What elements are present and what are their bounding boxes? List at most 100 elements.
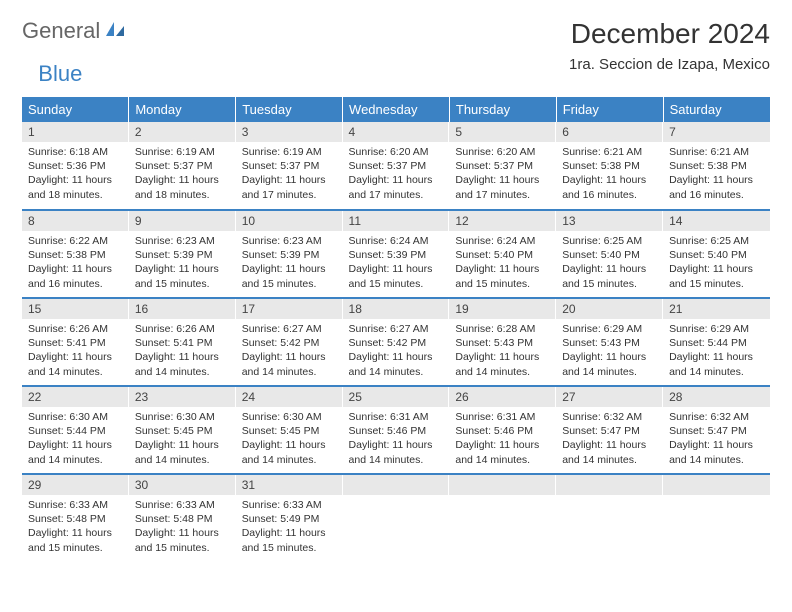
sunrise-text: Sunrise: 6:32 AM <box>562 410 657 424</box>
day-number: 18 <box>343 299 450 319</box>
day-number: 28 <box>663 387 770 407</box>
day-body: Sunrise: 6:32 AMSunset: 5:47 PMDaylight:… <box>663 407 770 473</box>
day-body: Sunrise: 6:30 AMSunset: 5:44 PMDaylight:… <box>22 407 129 473</box>
day-number: 7 <box>663 122 770 142</box>
daylight-text: Daylight: 11 hours and 15 minutes. <box>455 262 550 290</box>
daylight-text: Daylight: 11 hours and 14 minutes. <box>562 350 657 378</box>
sunrise-text: Sunrise: 6:20 AM <box>455 145 550 159</box>
daylight-text: Daylight: 11 hours and 15 minutes. <box>349 262 444 290</box>
day-number: 20 <box>556 299 663 319</box>
sunrise-text: Sunrise: 6:26 AM <box>135 322 230 336</box>
daylight-text: Daylight: 11 hours and 14 minutes. <box>28 438 123 466</box>
day-body: Sunrise: 6:25 AMSunset: 5:40 PMDaylight:… <box>556 231 663 297</box>
sunset-text: Sunset: 5:43 PM <box>455 336 550 350</box>
month-title: December 2024 <box>569 18 770 50</box>
day-cell: 30Sunrise: 6:33 AMSunset: 5:48 PMDayligh… <box>129 474 236 562</box>
day-number-empty <box>343 475 450 495</box>
daylight-text: Daylight: 11 hours and 15 minutes. <box>28 526 123 554</box>
day-cell <box>343 474 450 562</box>
sunrise-text: Sunrise: 6:33 AM <box>242 498 337 512</box>
brand-general: General <box>22 18 100 44</box>
day-number: 2 <box>129 122 236 142</box>
day-body: Sunrise: 6:33 AMSunset: 5:48 PMDaylight:… <box>129 495 236 561</box>
day-cell: 25Sunrise: 6:31 AMSunset: 5:46 PMDayligh… <box>343 386 450 474</box>
sunrise-text: Sunrise: 6:21 AM <box>562 145 657 159</box>
day-cell <box>663 474 770 562</box>
day-body: Sunrise: 6:18 AMSunset: 5:36 PMDaylight:… <box>22 142 129 208</box>
location-subtitle: 1ra. Seccion de Izapa, Mexico <box>569 56 770 73</box>
sunset-text: Sunset: 5:48 PM <box>135 512 230 526</box>
day-body: Sunrise: 6:31 AMSunset: 5:46 PMDaylight:… <box>343 407 450 473</box>
day-body: Sunrise: 6:22 AMSunset: 5:38 PMDaylight:… <box>22 231 129 297</box>
sunrise-text: Sunrise: 6:20 AM <box>349 145 444 159</box>
day-number: 30 <box>129 475 236 495</box>
sunrise-text: Sunrise: 6:30 AM <box>242 410 337 424</box>
sunset-text: Sunset: 5:45 PM <box>135 424 230 438</box>
daylight-text: Daylight: 11 hours and 17 minutes. <box>349 173 444 201</box>
day-body: Sunrise: 6:21 AMSunset: 5:38 PMDaylight:… <box>556 142 663 208</box>
day-body: Sunrise: 6:20 AMSunset: 5:37 PMDaylight:… <box>449 142 556 208</box>
day-number: 12 <box>449 211 556 231</box>
sunset-text: Sunset: 5:47 PM <box>669 424 764 438</box>
day-number: 6 <box>556 122 663 142</box>
day-cell: 1Sunrise: 6:18 AMSunset: 5:36 PMDaylight… <box>22 122 129 210</box>
sunrise-text: Sunrise: 6:25 AM <box>562 234 657 248</box>
sunrise-text: Sunrise: 6:33 AM <box>28 498 123 512</box>
day-cell: 14Sunrise: 6:25 AMSunset: 5:40 PMDayligh… <box>663 210 770 298</box>
day-body: Sunrise: 6:31 AMSunset: 5:46 PMDaylight:… <box>449 407 556 473</box>
daylight-text: Daylight: 11 hours and 16 minutes. <box>28 262 123 290</box>
day-cell: 24Sunrise: 6:30 AMSunset: 5:45 PMDayligh… <box>236 386 343 474</box>
daylight-text: Daylight: 11 hours and 14 minutes. <box>669 350 764 378</box>
day-cell: 8Sunrise: 6:22 AMSunset: 5:38 PMDaylight… <box>22 210 129 298</box>
sunset-text: Sunset: 5:38 PM <box>669 159 764 173</box>
day-number: 25 <box>343 387 450 407</box>
sunset-text: Sunset: 5:45 PM <box>242 424 337 438</box>
day-body: Sunrise: 6:27 AMSunset: 5:42 PMDaylight:… <box>343 319 450 385</box>
daylight-text: Daylight: 11 hours and 14 minutes. <box>349 350 444 378</box>
day-number: 31 <box>236 475 343 495</box>
day-cell: 3Sunrise: 6:19 AMSunset: 5:37 PMDaylight… <box>236 122 343 210</box>
week-row: 15Sunrise: 6:26 AMSunset: 5:41 PMDayligh… <box>22 298 770 386</box>
day-body-empty <box>556 495 663 545</box>
daylight-text: Daylight: 11 hours and 14 minutes. <box>349 438 444 466</box>
day-body: Sunrise: 6:24 AMSunset: 5:40 PMDaylight:… <box>449 231 556 297</box>
day-cell: 20Sunrise: 6:29 AMSunset: 5:43 PMDayligh… <box>556 298 663 386</box>
sunrise-text: Sunrise: 6:19 AM <box>135 145 230 159</box>
day-body: Sunrise: 6:20 AMSunset: 5:37 PMDaylight:… <box>343 142 450 208</box>
daylight-text: Daylight: 11 hours and 14 minutes. <box>455 350 550 378</box>
day-number: 26 <box>449 387 556 407</box>
day-cell: 29Sunrise: 6:33 AMSunset: 5:48 PMDayligh… <box>22 474 129 562</box>
sunrise-text: Sunrise: 6:28 AM <box>455 322 550 336</box>
week-row: 1Sunrise: 6:18 AMSunset: 5:36 PMDaylight… <box>22 122 770 210</box>
day-cell: 23Sunrise: 6:30 AMSunset: 5:45 PMDayligh… <box>129 386 236 474</box>
day-body: Sunrise: 6:24 AMSunset: 5:39 PMDaylight:… <box>343 231 450 297</box>
brand-logo: General <box>22 18 128 44</box>
day-number: 10 <box>236 211 343 231</box>
sunset-text: Sunset: 5:37 PM <box>242 159 337 173</box>
sunset-text: Sunset: 5:37 PM <box>349 159 444 173</box>
day-cell: 21Sunrise: 6:29 AMSunset: 5:44 PMDayligh… <box>663 298 770 386</box>
day-cell <box>556 474 663 562</box>
sunset-text: Sunset: 5:42 PM <box>349 336 444 350</box>
day-number: 24 <box>236 387 343 407</box>
dow-tuesday: Tuesday <box>236 97 343 122</box>
daylight-text: Daylight: 11 hours and 14 minutes. <box>135 350 230 378</box>
calendar-page: General December 2024 1ra. Seccion de Iz… <box>0 0 792 580</box>
sunset-text: Sunset: 5:41 PM <box>135 336 230 350</box>
sunset-text: Sunset: 5:38 PM <box>562 159 657 173</box>
sunset-text: Sunset: 5:40 PM <box>455 248 550 262</box>
sunset-text: Sunset: 5:46 PM <box>455 424 550 438</box>
day-cell: 12Sunrise: 6:24 AMSunset: 5:40 PMDayligh… <box>449 210 556 298</box>
sunset-text: Sunset: 5:49 PM <box>242 512 337 526</box>
sunrise-text: Sunrise: 6:31 AM <box>349 410 444 424</box>
day-cell: 31Sunrise: 6:33 AMSunset: 5:49 PMDayligh… <box>236 474 343 562</box>
day-body-empty <box>663 495 770 545</box>
day-body: Sunrise: 6:33 AMSunset: 5:48 PMDaylight:… <box>22 495 129 561</box>
day-body: Sunrise: 6:23 AMSunset: 5:39 PMDaylight:… <box>236 231 343 297</box>
sunset-text: Sunset: 5:39 PM <box>349 248 444 262</box>
day-number: 16 <box>129 299 236 319</box>
sunset-text: Sunset: 5:39 PM <box>242 248 337 262</box>
day-cell: 27Sunrise: 6:32 AMSunset: 5:47 PMDayligh… <box>556 386 663 474</box>
sunset-text: Sunset: 5:41 PM <box>28 336 123 350</box>
sunrise-text: Sunrise: 6:30 AM <box>135 410 230 424</box>
